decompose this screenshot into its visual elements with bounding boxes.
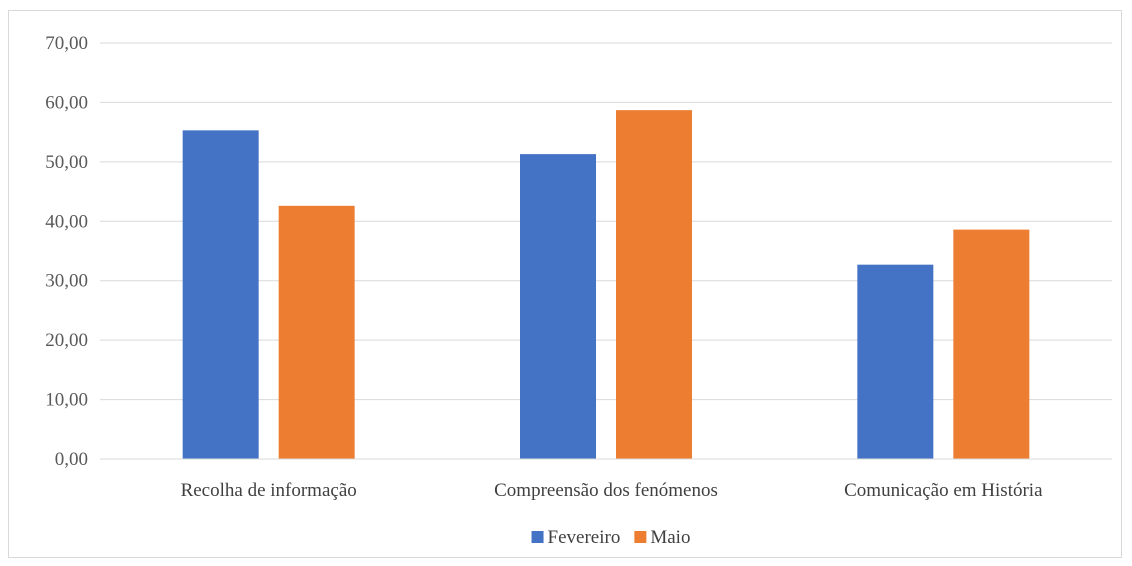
x-category-label: Recolha de informação <box>181 480 357 501</box>
y-tick-label: 40,00 <box>45 211 88 232</box>
y-axis-tick-labels: 0,00 10,00 20,00 30,00 40,00 50,00 60,00 70,00 <box>45 33 88 470</box>
y-tick-label: 60,00 <box>45 92 88 113</box>
y-tick-label: 50,00 <box>45 152 88 173</box>
y-tick-label: 70,00 <box>45 33 88 54</box>
x-category-label: Comunicação em História <box>844 480 1043 501</box>
legend-swatch-maio <box>634 531 647 543</box>
legend-label-maio: Maio <box>650 527 690 548</box>
y-tick-label: 20,00 <box>45 330 88 351</box>
bar-maio-1 <box>278 205 355 459</box>
x-axis-category-labels: Recolha de informação Compreensão dos fen… <box>181 480 1044 501</box>
y-tick-label: 10,00 <box>45 390 88 411</box>
bar-fevereiro-2 <box>520 154 596 460</box>
y-tick-label: 30,00 <box>45 271 88 292</box>
x-category-label: Compreensão dos fenómenos <box>494 480 718 501</box>
bar-maio-3 <box>953 229 1030 459</box>
y-tick-label: 0,00 <box>55 449 88 470</box>
legend-label-fevereiro: Fevereiro <box>548 527 621 548</box>
bars <box>182 110 1030 460</box>
bar-maio-2 <box>616 110 692 459</box>
gridlines <box>100 42 1112 401</box>
legend: Fevereiro Maio <box>531 527 690 548</box>
bar-fevereiro-3 <box>857 264 934 459</box>
bar-fevereiro-1 <box>182 130 259 460</box>
legend-swatch-fevereiro <box>531 531 544 543</box>
